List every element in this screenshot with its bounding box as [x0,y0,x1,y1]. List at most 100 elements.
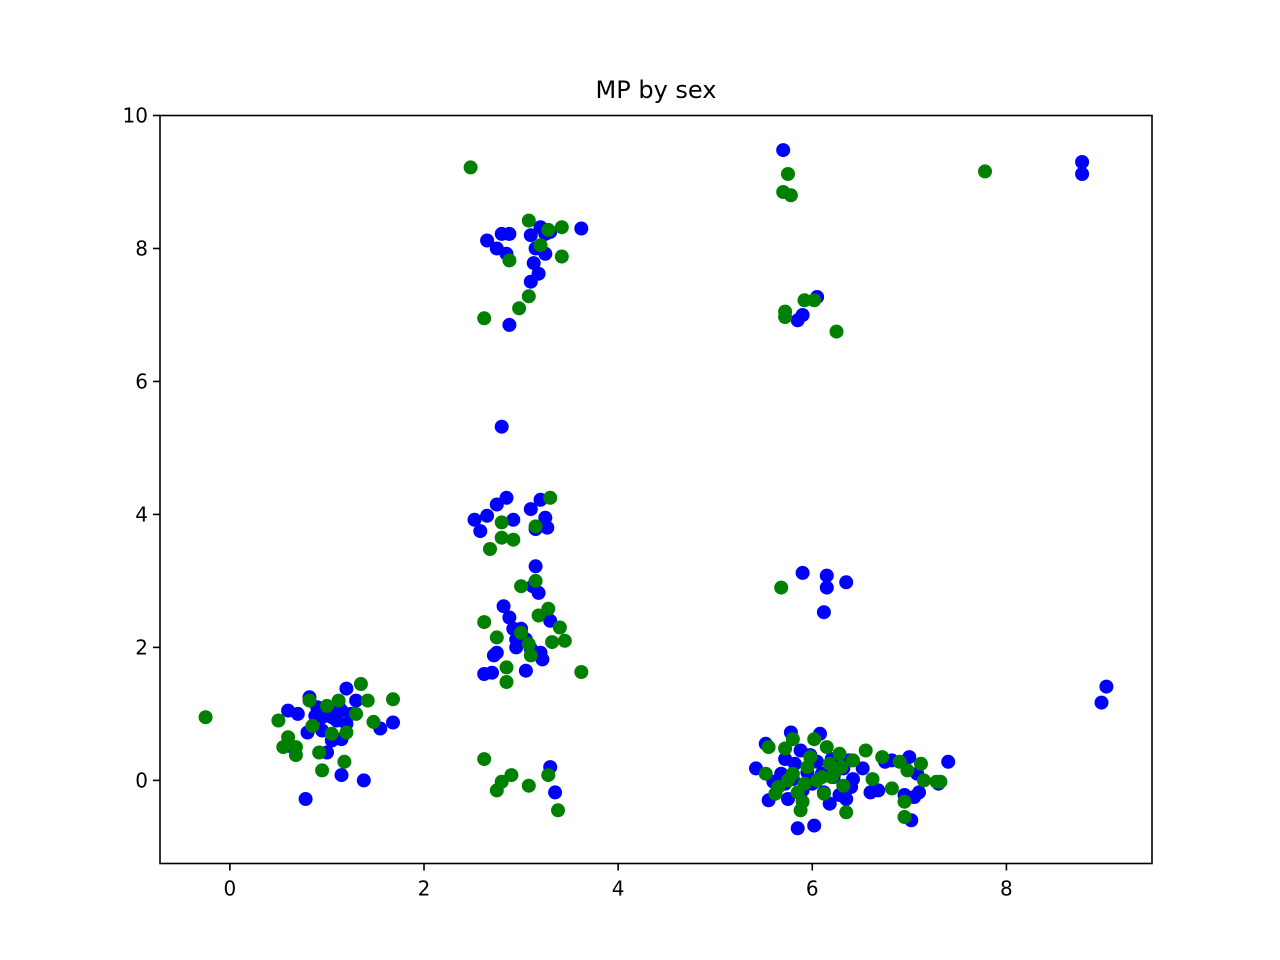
scatter-point [829,324,844,339]
scatter-point [865,772,880,787]
scatter-point [807,818,822,833]
scatter-point [526,256,541,271]
scatter-point [531,585,546,600]
scatter-point [933,774,948,789]
scatter-point [198,710,213,725]
scatter-point [337,754,352,769]
scatter-point [349,706,364,721]
scatter-point [494,419,509,434]
scatter-point [941,754,956,769]
scatter-point [480,233,495,248]
scatter-point [477,311,492,326]
scatter-point [528,559,543,574]
scatter-point [912,785,926,800]
scatter-point [477,615,492,630]
scatter-point [486,648,501,663]
scatter-point [302,693,317,708]
scatter-point [795,794,810,809]
scatter-point [494,530,509,545]
scatter-point [386,692,400,707]
scatter-point [523,228,538,243]
y-tick-label: 10 [123,104,148,128]
axis-ticks: 0 2 4 6 8 0 2 4 6 8 10 [123,104,1013,901]
scatter-point [523,502,538,517]
scatter-point [312,745,327,760]
scatter-point [1099,679,1114,694]
scatter-point [315,763,330,778]
scatter-point [807,293,822,308]
scatter-point [324,726,339,741]
scatter-point [523,648,538,663]
scatter-point [356,773,371,788]
scatter-point [834,760,849,775]
scatter-point [785,766,800,781]
scatter-point [477,752,492,767]
scatter-point [836,778,851,793]
scatter-point [528,519,543,534]
scatter-point [548,785,563,800]
scatter-point [531,266,546,281]
scatter-point [521,289,536,304]
scatter-point [339,681,354,696]
scatter-point [815,770,829,785]
scatter-point [776,143,791,158]
scatter-point [271,713,286,728]
y-tick-label: 2 [135,635,148,659]
scatter-point [298,792,313,806]
scatter-point [349,693,364,708]
scatter-point [541,222,556,237]
scatter-point [797,776,812,791]
scatter-point [386,715,400,730]
scatter-point [480,508,495,523]
scatter-point [281,730,296,745]
scatter-point [334,768,349,783]
scatter-point [499,675,514,689]
scatter-point [884,781,899,796]
x-tick-label: 4 [612,877,625,901]
scatter-point [502,226,517,241]
data-points [198,143,1114,836]
scatter-point [916,773,931,788]
scatter-point [551,803,565,818]
y-tick-label: 0 [135,768,148,792]
scatter-point [839,575,854,590]
scatter-point [1094,695,1109,710]
scatter-point [290,706,305,721]
scatter-point [540,520,555,535]
scatter-point [502,610,517,625]
scatter-point [514,579,529,594]
scatter-point [506,512,521,527]
scatter-point [816,605,831,620]
scatter-point [785,732,800,747]
scatter-point [467,512,482,527]
scatter-point [339,725,354,740]
scatter-point [535,652,550,667]
scatter-point [557,633,572,648]
scatter-point [783,188,798,203]
scatter-point [816,786,831,801]
chart-title: MP by sex [596,76,717,104]
scatter-point [900,763,915,778]
scatter-point [506,532,521,547]
scatter-point [514,625,529,640]
scatter-point [366,714,381,729]
scatter-point [512,301,527,316]
scatter-point [543,490,558,505]
scatter-point [858,743,873,758]
scatter-point [761,740,776,755]
plot-frame [159,114,1153,865]
scatter-point [463,160,478,175]
scatter-point [473,524,488,539]
scatter-point [528,573,543,588]
y-tick-label: 8 [135,236,148,260]
scatter-point [758,766,773,781]
x-tick-label: 8 [1000,877,1013,901]
scatter-point [1075,167,1090,181]
scatter-point [819,580,834,595]
scatter-point [778,741,793,756]
scatter-point [855,761,870,776]
scatter-point [819,568,834,583]
x-tick-label: 2 [418,877,431,901]
